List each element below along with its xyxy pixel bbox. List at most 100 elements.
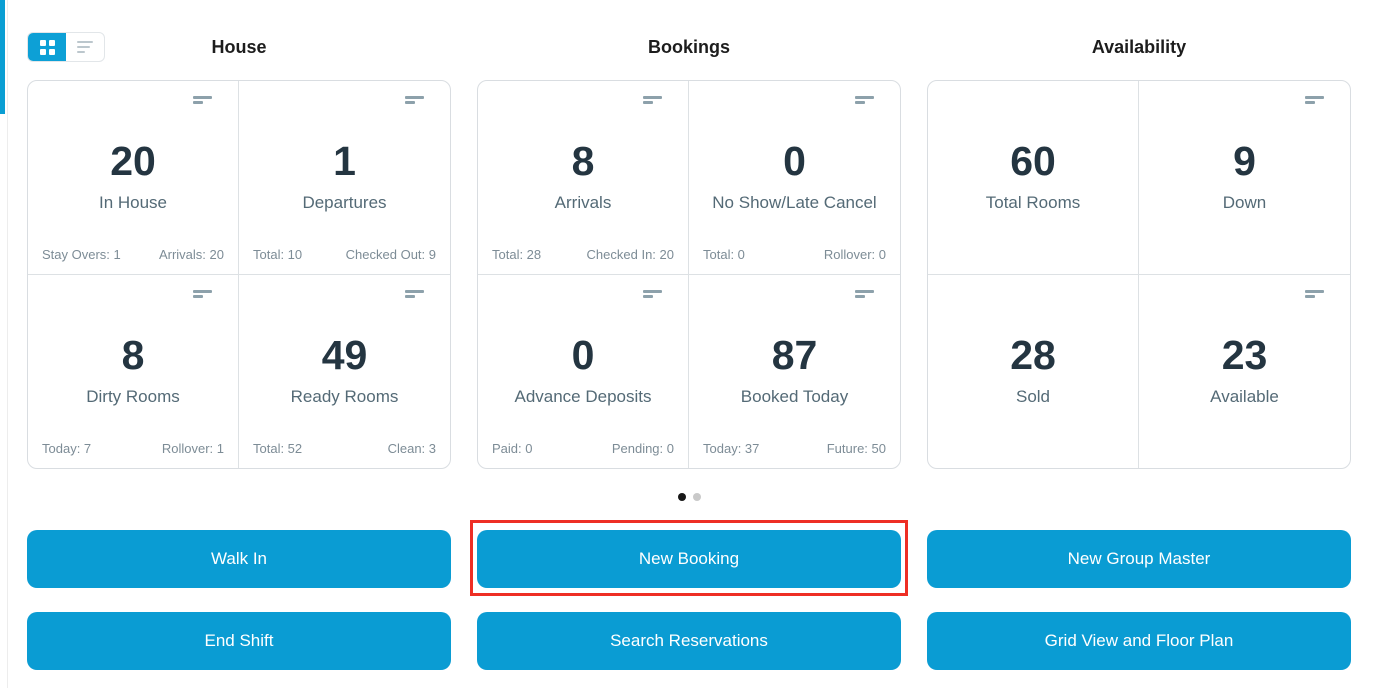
new-group-master-button[interactable]: New Group Master	[927, 530, 1351, 588]
stat-card-available[interactable]: 23 Available	[1139, 275, 1350, 469]
stat-card-down[interactable]: 9 Down	[1139, 81, 1350, 275]
stat-value: 8	[121, 332, 145, 379]
stat-label: Down	[1222, 193, 1267, 213]
stat-label: Arrivals	[554, 193, 612, 213]
stat-left: Today: 7	[42, 441, 92, 456]
menu-lines-icon[interactable]	[1305, 289, 1324, 298]
new-group-master-wrap: New Group Master	[927, 530, 1351, 588]
stat-right: Arrivals: 20	[158, 246, 224, 262]
walk-in-button[interactable]: Walk In	[27, 530, 451, 588]
grid-view-icon	[39, 39, 55, 55]
stat-left: Total: 52	[253, 441, 303, 456]
stat-right: Future: 50	[826, 441, 886, 456]
menu-lines-icon[interactable]	[193, 289, 212, 298]
stat-right: Checked In: 20	[586, 246, 674, 262]
house-panel: 20 In House Stay Overs: 1 Arrivals: 20 1…	[27, 80, 451, 469]
stat-value: 49	[321, 332, 368, 379]
stat-label: Departures	[302, 193, 387, 213]
grid-view-button[interactable]	[28, 33, 66, 61]
walk-in-wrap: Walk In	[27, 530, 451, 588]
menu-lines-icon[interactable]	[855, 96, 874, 104]
stat-value: 0	[571, 332, 595, 379]
stat-card-total-rooms[interactable]: 60 Total Rooms	[928, 81, 1139, 275]
stat-label: Sold	[1015, 387, 1051, 407]
menu-lines-icon[interactable]	[643, 96, 662, 104]
stat-label: Booked Today	[740, 387, 849, 407]
stat-left: Total: 10	[253, 246, 303, 262]
stat-right: Rollover: 1	[161, 441, 224, 456]
sidebar-divider	[7, 0, 8, 688]
stat-left: Stay Overs: 1	[42, 246, 121, 262]
section-title-house: House	[211, 37, 267, 57]
stat-value: 20	[110, 138, 156, 185]
stat-right: Clean: 3	[387, 441, 436, 456]
stat-label: Ready Rooms	[290, 387, 399, 407]
menu-lines-icon[interactable]	[1305, 96, 1324, 104]
section-title-bookings: Bookings	[647, 37, 730, 57]
menu-lines-icon[interactable]	[405, 289, 424, 298]
stat-right: Rollover: 0	[823, 246, 886, 262]
stat-left: Total: 0	[703, 246, 745, 262]
menu-lines-icon[interactable]	[193, 96, 212, 104]
stat-panels: 20 In House Stay Overs: 1 Arrivals: 20 1…	[27, 80, 1351, 469]
stat-card-sold[interactable]: 28 Sold	[928, 274, 1139, 468]
stat-footer: Total: 0 Rollover: 0	[703, 247, 886, 262]
grid-view-floor-plan-button[interactable]: Grid View and Floor Plan	[927, 612, 1351, 670]
stat-footer: Paid: 0 Pending: 0	[492, 441, 674, 456]
stat-value: 28	[1010, 332, 1056, 379]
section-title-availability: Availability	[1091, 37, 1187, 57]
stat-footer: Stay Overs: 1 Arrivals: 20	[42, 247, 224, 262]
stat-right: Checked Out: 9	[345, 246, 436, 262]
end-shift-button[interactable]: End Shift	[27, 612, 451, 670]
stat-value: 60	[1010, 138, 1056, 185]
stat-card-ready-rooms[interactable]: 49 Ready Rooms Total: 52 Clean: 3	[239, 275, 450, 469]
stat-card-arrivals[interactable]: 8 Arrivals Total: 28 Checked In: 20	[478, 81, 689, 275]
grid-view-floor-plan-wrap: Grid View and Floor Plan	[927, 612, 1351, 670]
menu-lines-icon[interactable]	[855, 289, 874, 298]
carousel-dot-2[interactable]	[692, 493, 701, 501]
carousel-dot-1[interactable]	[677, 493, 686, 501]
stat-card-no-show[interactable]: 0 No Show/Late Cancel Total: 0 Rollover:…	[689, 81, 900, 275]
stat-value: 0	[783, 138, 806, 185]
end-shift-wrap: End Shift	[27, 612, 451, 670]
left-accent-bar	[0, 0, 5, 114]
availability-panel: 60 Total Rooms 9 Down 28 Sold 23 Availab…	[927, 80, 1351, 469]
stat-card-departures[interactable]: 1 Departures Total: 10 Checked Out: 9	[239, 81, 450, 275]
stat-footer: Today: 7 Rollover: 1	[42, 441, 224, 456]
stat-value: 87	[771, 332, 818, 379]
menu-lines-icon[interactable]	[643, 289, 662, 298]
stat-value: 8	[571, 138, 595, 185]
carousel-dots	[27, 493, 1351, 501]
stat-right: Pending: 0	[611, 441, 674, 456]
stat-footer: Total: 10 Checked Out: 9	[253, 247, 436, 262]
new-booking-wrap: New Booking	[470, 520, 908, 596]
stat-label: Dirty Rooms	[86, 387, 180, 407]
stat-label: Advance Deposits	[514, 387, 652, 407]
stat-value: 23	[1221, 332, 1268, 379]
stat-left: Total: 28	[492, 246, 542, 262]
stat-label: No Show/Late Cancel	[712, 193, 877, 213]
stat-card-advance-deposits[interactable]: 0 Advance Deposits Paid: 0 Pending: 0	[478, 274, 689, 468]
list-view-button[interactable]	[66, 33, 104, 61]
list-view-icon	[77, 41, 93, 53]
bookings-panel: 8 Arrivals Total: 28 Checked In: 20 0 No…	[477, 80, 901, 469]
stat-label: Total Rooms	[985, 193, 1081, 213]
dashboard-content: House Bookings Availability 20 In House …	[27, 0, 1351, 670]
menu-lines-icon[interactable]	[405, 96, 424, 104]
view-toggle	[27, 32, 105, 62]
action-buttons: Walk In New Booking New Group Master End…	[27, 520, 1351, 670]
new-booking-button[interactable]: New Booking	[477, 530, 901, 588]
search-reservations-button[interactable]: Search Reservations	[477, 612, 901, 670]
stat-footer: Total: 52 Clean: 3	[253, 441, 436, 456]
stat-value: 1	[333, 138, 356, 185]
section-header-row: House Bookings Availability	[27, 32, 1351, 62]
stat-card-in-house[interactable]: 20 In House Stay Overs: 1 Arrivals: 20	[28, 81, 239, 275]
stat-label: In House	[98, 193, 168, 213]
stat-card-booked-today[interactable]: 87 Booked Today Today: 37 Future: 50	[689, 275, 900, 469]
stat-left: Today: 37	[703, 441, 760, 456]
stat-value: 9	[1233, 138, 1256, 185]
stat-label: Available	[1210, 387, 1279, 407]
stat-card-dirty-rooms[interactable]: 8 Dirty Rooms Today: 7 Rollover: 1	[28, 274, 239, 468]
stat-left: Paid: 0	[492, 441, 533, 456]
